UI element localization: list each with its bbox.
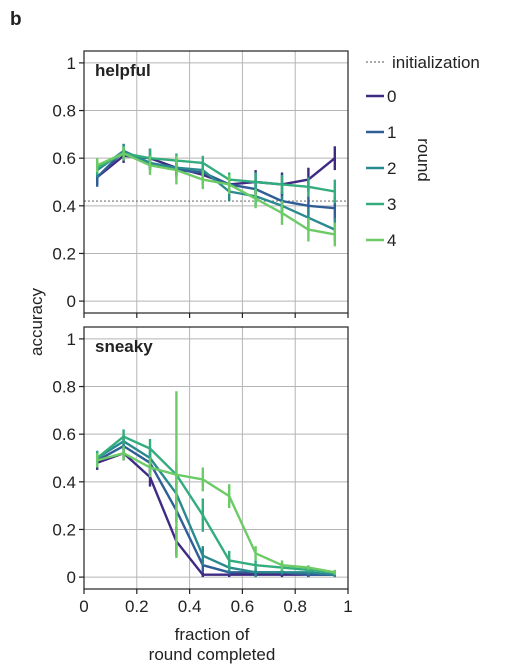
y-tick-label: 1 bbox=[67, 330, 76, 349]
legend-title: round bbox=[414, 138, 433, 181]
x-axis-label-line2: round completed bbox=[149, 645, 276, 664]
legend-label-round-0: 0 bbox=[387, 87, 396, 106]
y-tick-label: 0.4 bbox=[52, 473, 76, 492]
legend-initialization-label: initialization bbox=[392, 53, 480, 72]
y-tick-label: 0.6 bbox=[52, 149, 76, 168]
series-line-round-1 bbox=[96, 444, 335, 576]
x-axis-label-line1: fraction of bbox=[175, 625, 250, 644]
helpful-panel: 0 0.2 0.4 0.6 0.8 1 helpful bbox=[52, 50, 349, 318]
y-tick-label: 0 bbox=[67, 292, 76, 311]
y-tick-label: 0 bbox=[67, 568, 76, 587]
legend-label-round-3: 3 bbox=[387, 195, 396, 214]
y-tick-label: 0.8 bbox=[52, 102, 76, 121]
legend-label-round-4: 4 bbox=[387, 231, 396, 250]
y-tick-label: 0.6 bbox=[52, 425, 76, 444]
series-line-round-2 bbox=[96, 440, 335, 576]
series-line-round-4 bbox=[96, 452, 336, 574]
plot-frame bbox=[83, 326, 349, 590]
panel-title-helpful: helpful bbox=[95, 61, 151, 80]
y-tick-label: 0.2 bbox=[52, 520, 76, 539]
x-tick-label: 0.8 bbox=[283, 597, 307, 616]
x-tick-label: 0 bbox=[79, 597, 88, 616]
legend-label-round-2: 2 bbox=[387, 159, 396, 178]
x-tick-label: 1 bbox=[343, 597, 352, 616]
y-tick-label: 0.4 bbox=[52, 197, 76, 216]
y-tick-label: 0.2 bbox=[52, 244, 76, 263]
panel-title-sneaky: sneaky bbox=[95, 337, 153, 356]
series-line-round-3 bbox=[96, 435, 335, 574]
panel-label: b bbox=[10, 9, 22, 30]
x-tick-label: 0.6 bbox=[231, 597, 255, 616]
series-line-round-3 bbox=[96, 152, 336, 193]
legend-label-round-1: 1 bbox=[387, 123, 396, 142]
plot-frame bbox=[83, 50, 349, 314]
y-axis-label: accuracy bbox=[27, 287, 46, 356]
x-tick-label: 0.4 bbox=[178, 597, 202, 616]
legend: initialization round 0 1 2 3 4 bbox=[366, 53, 480, 250]
series-line-round-0 bbox=[96, 452, 335, 576]
x-tick-label: 0.2 bbox=[125, 597, 149, 616]
sneaky-panel: 0 0.2 0.4 0.6 0.8 1 0 0.2 0.4 0.6 0.8 1 sneaky bbox=[52, 326, 353, 616]
y-tick-label: 0.8 bbox=[52, 378, 76, 397]
series-line-round-4 bbox=[96, 152, 336, 236]
series-line-round-2 bbox=[96, 149, 336, 231]
y-tick-label: 1 bbox=[67, 54, 76, 73]
